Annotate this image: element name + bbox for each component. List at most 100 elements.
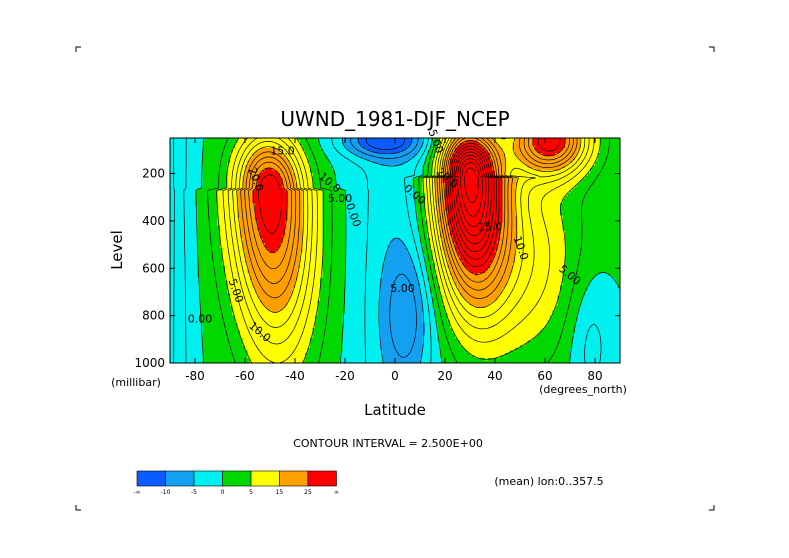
field-cell (197, 145, 201, 149)
field-cell (552, 140, 556, 144)
field-cell (217, 143, 221, 147)
field-cell (185, 143, 189, 147)
field-cell (195, 145, 199, 149)
field-cell (612, 140, 616, 144)
field-cell (227, 143, 231, 147)
field-cell (542, 143, 546, 147)
field-cell (202, 145, 206, 149)
field-cell (325, 140, 329, 144)
field-cell (272, 138, 276, 142)
field-cell (282, 138, 286, 142)
field-cell (527, 143, 531, 147)
field-cell (560, 138, 564, 142)
field-cell (602, 143, 606, 147)
field-cell (352, 138, 356, 142)
field-cell (520, 138, 524, 142)
field-cell (615, 138, 619, 142)
field-cell (390, 140, 394, 144)
field-cell (175, 145, 179, 149)
field-cell (320, 138, 324, 142)
field-cell (317, 138, 321, 142)
field-cell (292, 140, 296, 144)
field-cell (247, 145, 251, 149)
field-cell (315, 138, 319, 142)
field-cell (582, 143, 586, 147)
field-cell (612, 143, 616, 147)
field-cell (495, 140, 499, 144)
field-cell (312, 143, 316, 147)
field-cell (455, 140, 459, 144)
field-cell (235, 145, 239, 149)
field-cell (202, 140, 206, 144)
field-cell (200, 138, 204, 142)
field-cell (195, 140, 199, 144)
field-cell (362, 140, 366, 144)
field-cell (370, 143, 374, 147)
field-cell (257, 138, 261, 142)
field-cell (457, 143, 461, 147)
field-cell (530, 143, 534, 147)
field-cell (192, 143, 196, 147)
field-cell (580, 143, 584, 147)
field-cell (195, 138, 199, 142)
field-cell (412, 140, 416, 144)
field-cell (287, 143, 291, 147)
field-cell (475, 138, 479, 142)
field-cell (397, 140, 401, 144)
field-cell (292, 138, 296, 142)
field-cell (532, 143, 536, 147)
field-cell (497, 140, 501, 144)
field-cell (435, 143, 439, 147)
field-cell (407, 138, 411, 142)
field-cell (385, 140, 389, 144)
field-cell (200, 140, 204, 144)
field-cell (257, 143, 261, 147)
field-cell (540, 140, 544, 144)
field-cell (542, 140, 546, 144)
field-cell (255, 145, 259, 149)
field-cell (550, 138, 554, 142)
field-cell (237, 143, 241, 147)
field-cell (552, 138, 556, 142)
field-cell (532, 140, 536, 144)
field-cell (577, 143, 581, 147)
field-cell (492, 143, 496, 147)
field-cell (275, 143, 279, 147)
field-cell (250, 138, 254, 142)
field-cell (405, 138, 409, 142)
field-cell (380, 140, 384, 144)
field-cell (432, 140, 436, 144)
field-cell (330, 138, 334, 142)
field-cell (307, 140, 311, 144)
field-cell (580, 138, 584, 142)
field-cell (570, 143, 574, 147)
field-cell (550, 143, 554, 147)
field-cell (395, 138, 399, 142)
field-cell (222, 145, 226, 149)
field-cell (577, 138, 581, 142)
chart-title: UWND_1981-DJF_NCEP (280, 107, 509, 131)
field-cell (302, 140, 306, 144)
field-cell (307, 138, 311, 142)
field-cell (500, 143, 504, 147)
field-cell (435, 138, 439, 142)
field-cell (230, 145, 234, 149)
field-cell (392, 138, 396, 142)
field-cell (332, 140, 336, 144)
field-cell (335, 140, 339, 144)
field-cell (465, 138, 469, 142)
field-cell (410, 143, 414, 147)
field-cell (235, 143, 239, 147)
field-cell (615, 143, 619, 147)
field-cell (215, 138, 219, 142)
field-cell (577, 140, 581, 144)
field-cell (247, 138, 251, 142)
field-cell (507, 143, 511, 147)
field-cell (440, 143, 444, 147)
field-cell (190, 138, 194, 142)
field-cell (242, 138, 246, 142)
field-cell (215, 140, 219, 144)
field-cell (180, 145, 184, 149)
field-cell (565, 140, 569, 144)
